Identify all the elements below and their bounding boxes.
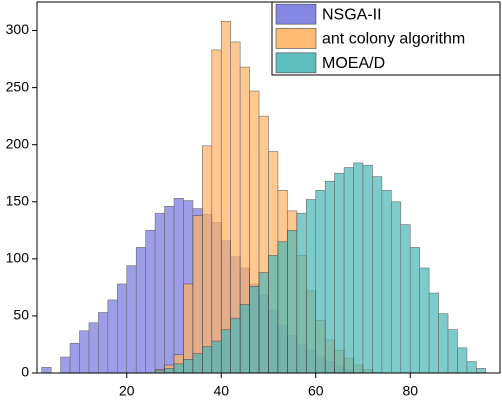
hist-bar <box>211 49 222 374</box>
hist-bar <box>438 313 449 374</box>
hist-bar <box>60 356 71 374</box>
hist-bar <box>287 230 298 374</box>
hist-bar <box>154 212 165 374</box>
hist-bar <box>315 190 326 374</box>
hist-bar <box>202 346 213 374</box>
y-tick-label: 100 <box>6 250 30 266</box>
hist-bar <box>79 330 90 374</box>
x-tick-label: 40 <box>213 383 229 399</box>
legend-label: MOEA/D <box>322 55 385 72</box>
hist-bar <box>362 164 373 374</box>
hist-bar <box>419 267 430 374</box>
hist-bar <box>41 366 52 374</box>
hist-bar <box>117 283 128 374</box>
hist-bar <box>192 353 203 374</box>
legend-swatch <box>275 52 317 74</box>
hist-bar <box>428 292 439 374</box>
y-tick-label: 50 <box>13 307 29 323</box>
hist-bar <box>98 312 109 374</box>
hist-bar <box>409 247 420 374</box>
hist-bar <box>164 206 175 374</box>
hist-bar <box>277 241 288 374</box>
y-tick-label: 0 <box>21 364 29 380</box>
hist-bar <box>334 172 345 374</box>
hist-bar <box>107 299 118 374</box>
plot-frame <box>36 1 501 374</box>
legend-swatch <box>275 28 317 49</box>
hist-bar <box>476 368 487 374</box>
hist-bar <box>400 224 411 374</box>
x-tick-label: 20 <box>119 383 135 399</box>
hist-bar <box>391 201 402 374</box>
hist-bar <box>447 329 458 374</box>
hist-bar <box>324 180 335 374</box>
hist-bar <box>192 215 203 374</box>
hist-bar <box>268 255 279 374</box>
hist-bar <box>202 145 213 374</box>
hist-bar <box>183 359 194 374</box>
hist-bar <box>173 198 184 374</box>
hist-bar <box>457 347 468 374</box>
legend-swatch <box>275 3 317 25</box>
hist-bar <box>239 304 250 374</box>
hist-bar <box>381 190 392 374</box>
series <box>154 21 373 374</box>
y-tick-label: 300 <box>6 21 30 37</box>
hist-bar <box>126 265 137 374</box>
legend-label: NSGA-II <box>322 6 382 23</box>
hist-bar <box>173 363 184 374</box>
x-tick-label: 60 <box>308 383 324 399</box>
series <box>154 162 487 374</box>
hist-bar <box>296 212 307 374</box>
hist-bar <box>145 230 156 374</box>
hist-bar <box>211 340 222 374</box>
hist-bar <box>249 285 260 374</box>
hist-bar <box>466 361 477 374</box>
hist-bar <box>135 247 146 374</box>
legend-label: ant colony algorithm <box>322 31 465 48</box>
hist-bar <box>305 199 317 374</box>
hist-bar <box>220 21 232 374</box>
hist-bar <box>69 343 80 374</box>
hist-bar <box>258 272 269 374</box>
x-tick-label: 80 <box>402 383 418 399</box>
hist-bar <box>230 317 241 374</box>
hist-bar <box>353 162 364 374</box>
y-tick-label: 200 <box>6 135 30 151</box>
hist-bar <box>372 176 383 374</box>
y-tick-label: 250 <box>6 78 30 94</box>
y-tick-label: 150 <box>6 192 30 208</box>
hist-bar <box>164 368 175 374</box>
hist-bar <box>343 167 354 374</box>
hist-bar <box>220 329 232 374</box>
hist-bar <box>88 322 99 374</box>
